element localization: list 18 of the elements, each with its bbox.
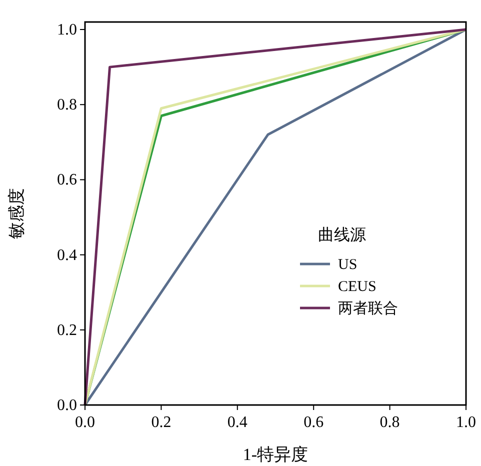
x-tick-label: 0.6 xyxy=(304,414,324,431)
y-tick-label: 0.2 xyxy=(57,322,77,339)
y-axis-title: 敏感度 xyxy=(7,188,26,239)
x-tick-label: 0.2 xyxy=(151,414,172,431)
x-tick-label: 0.8 xyxy=(380,414,400,431)
y-tick-label: 0.8 xyxy=(57,96,77,114)
y-tick-label: 1.0 xyxy=(57,22,77,39)
y-tick-label: 0.6 xyxy=(57,172,77,189)
y-tick-label: 0.4 xyxy=(57,246,77,264)
x-tick-label: 1.0 xyxy=(456,414,476,431)
legend-label: 两者联合 xyxy=(338,300,398,317)
legend-label: US xyxy=(338,257,358,273)
x-tick-label: 0.0 xyxy=(75,414,95,431)
x-tick-label: 0.4 xyxy=(227,414,248,431)
legend-label: CEUS xyxy=(338,279,376,295)
x-axis-title: 1-特异度 xyxy=(242,445,308,464)
legend-title: 曲线源 xyxy=(318,226,366,244)
y-tick-label: 0.0 xyxy=(57,397,77,414)
